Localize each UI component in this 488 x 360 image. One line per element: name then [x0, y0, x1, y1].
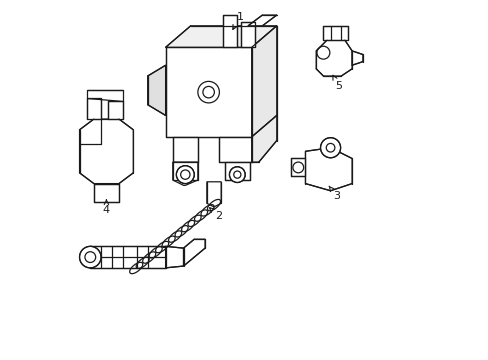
- Polygon shape: [108, 101, 122, 119]
- Polygon shape: [165, 246, 183, 268]
- Text: 2: 2: [209, 208, 222, 221]
- Circle shape: [176, 166, 194, 184]
- Polygon shape: [94, 184, 119, 202]
- Polygon shape: [183, 239, 204, 266]
- Polygon shape: [86, 90, 122, 101]
- Polygon shape: [172, 137, 198, 162]
- Polygon shape: [165, 26, 276, 47]
- Polygon shape: [241, 22, 255, 47]
- Circle shape: [229, 167, 244, 183]
- Polygon shape: [223, 15, 237, 47]
- Polygon shape: [86, 98, 101, 119]
- Polygon shape: [147, 65, 165, 116]
- Polygon shape: [351, 51, 362, 65]
- Polygon shape: [224, 162, 249, 180]
- Polygon shape: [316, 40, 351, 76]
- Polygon shape: [172, 162, 198, 185]
- Polygon shape: [90, 246, 165, 268]
- Text: 3: 3: [328, 186, 340, 201]
- Polygon shape: [290, 158, 305, 176]
- Circle shape: [198, 81, 219, 103]
- Polygon shape: [247, 15, 276, 26]
- Polygon shape: [251, 116, 276, 162]
- Circle shape: [320, 138, 340, 158]
- Polygon shape: [305, 148, 351, 191]
- Polygon shape: [165, 47, 251, 137]
- Polygon shape: [323, 26, 348, 40]
- Polygon shape: [206, 182, 221, 207]
- Polygon shape: [251, 26, 276, 137]
- Polygon shape: [219, 137, 251, 162]
- Polygon shape: [80, 119, 133, 184]
- Circle shape: [80, 246, 101, 268]
- Text: 5: 5: [332, 75, 341, 91]
- Text: 4: 4: [102, 200, 110, 216]
- Text: 1: 1: [232, 12, 243, 30]
